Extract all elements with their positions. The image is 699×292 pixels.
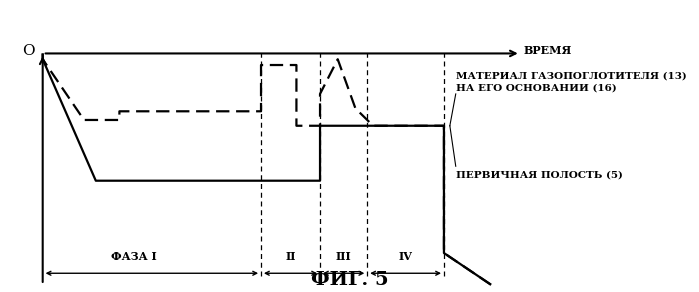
Text: ВРЕМЯ: ВРЕМЯ xyxy=(524,45,572,56)
Text: III: III xyxy=(336,251,352,262)
Text: IV: IV xyxy=(398,251,412,262)
Text: ПЕРВИЧНАЯ ПОЛОСТЬ (5): ПЕРВИЧНАЯ ПОЛОСТЬ (5) xyxy=(456,171,623,179)
Text: ФИГ. 5: ФИГ. 5 xyxy=(310,271,389,289)
Text: II: II xyxy=(285,251,296,262)
Text: ФАЗА I: ФАЗА I xyxy=(111,251,157,262)
Text: O: O xyxy=(22,44,34,58)
Text: МАТЕРИАЛ ГАЗОПОГЛОТИТЕЛЯ (13)
НА ЕГО ОСНОВАНИИ (16): МАТЕРИАЛ ГАЗОПОГЛОТИТЕЛЯ (13) НА ЕГО ОСН… xyxy=(456,72,686,93)
